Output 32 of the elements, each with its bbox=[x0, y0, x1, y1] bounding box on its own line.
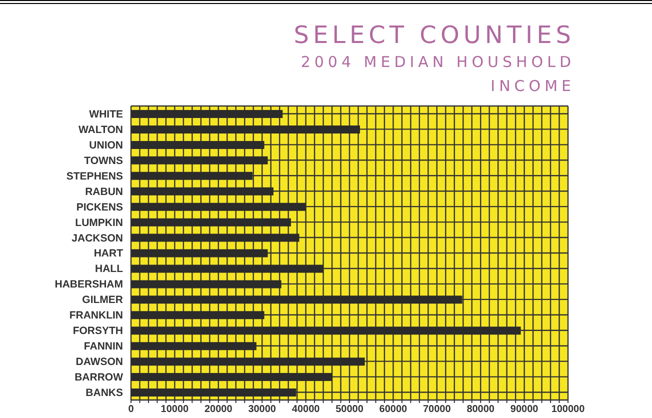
y-tick-label: HABERSHAM bbox=[54, 278, 124, 291]
y-tick-label: TOWNS bbox=[84, 154, 123, 167]
y-tick-label: RABUN bbox=[85, 186, 123, 198]
x-tick-label: 20000 bbox=[204, 404, 233, 416]
chart-title: SELECT COUNTIES bbox=[292, 20, 575, 50]
x-tick-label: 90000 bbox=[510, 404, 539, 416]
x-tick-label: 80000 bbox=[466, 404, 495, 416]
y-tick-label: PICKENS bbox=[76, 201, 123, 214]
y-tick-label: FRANKLIN bbox=[69, 310, 123, 322]
y-tick-label: FANNIN bbox=[84, 340, 123, 353]
y-tick-label: STEPHENS bbox=[66, 170, 123, 182]
x-tick-label: 10000 bbox=[160, 404, 190, 416]
y-tick-label: WHITE bbox=[89, 108, 123, 120]
x-tick-label: 0 bbox=[128, 404, 134, 416]
y-tick-label: HART bbox=[94, 248, 124, 260]
y-tick-label: DAWSON bbox=[76, 356, 123, 368]
x-tick-label: 60000 bbox=[379, 404, 408, 416]
x-tick-label: 40000 bbox=[292, 404, 320, 416]
y-tick-label: JACKSON bbox=[72, 232, 123, 244]
chart-subtitle: 2004 MEDIAN HOUSHOLD INCOME bbox=[300, 52, 575, 97]
x-tick-label: 30000 bbox=[248, 404, 276, 416]
x-tick-label: 70000 bbox=[422, 404, 452, 416]
x-tick-label: 100000 bbox=[551, 404, 586, 416]
y-tick-label: BANKS bbox=[86, 386, 123, 399]
y-tick-label: LUMPKIN bbox=[75, 216, 123, 229]
y-tick-label: UNION bbox=[89, 139, 123, 152]
x-tick-label: 50000 bbox=[336, 404, 364, 416]
y-tick-label: BARROW bbox=[74, 372, 124, 384]
y-tick-label: GILMER bbox=[82, 294, 124, 306]
y-tick-label: HALL bbox=[95, 263, 124, 276]
y-tick-label: WALTON bbox=[78, 124, 123, 136]
y-tick-label: FORSYTH bbox=[72, 325, 123, 338]
